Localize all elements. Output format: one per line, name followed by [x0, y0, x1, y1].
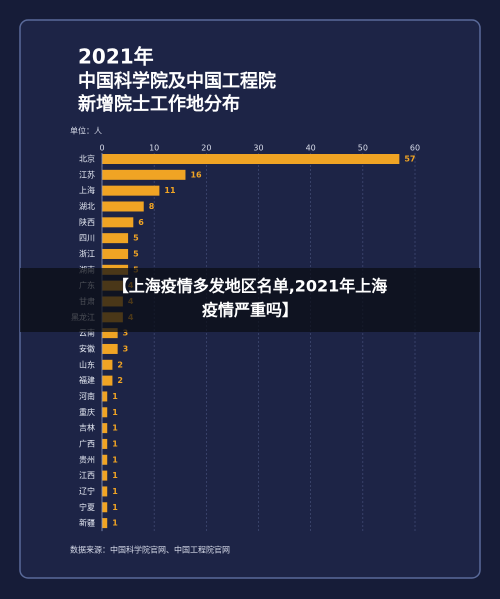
value-label: 3 — [123, 344, 129, 353]
source: 数据来源：中国科学院官网、中国工程院官网 — [70, 545, 230, 555]
x-tick-label: 30 — [253, 144, 263, 153]
value-label: 2 — [117, 360, 123, 369]
value-label: 1 — [112, 424, 118, 433]
value-label: 57 — [404, 155, 415, 164]
y-tick-label: 新疆 — [79, 518, 95, 528]
bar — [102, 343, 118, 354]
y-tick-label: 辽宁 — [79, 486, 95, 496]
y-tick-label: 云南 — [79, 328, 95, 338]
y-tick-label: 安徽 — [79, 343, 95, 353]
overlay-banner — [20, 268, 480, 332]
bar — [102, 375, 113, 386]
value-label: 3 — [123, 329, 129, 338]
value-label: 2 — [117, 376, 123, 385]
value-label: 1 — [112, 487, 118, 496]
y-tick-label: 上海 — [79, 185, 95, 195]
title-line: 中国科学院及中国工程院 — [78, 70, 276, 92]
value-label: 5 — [133, 249, 139, 258]
x-tick-label: 0 — [99, 144, 104, 153]
y-tick-label: 江苏 — [79, 169, 95, 179]
bar — [102, 502, 108, 513]
value-label: 5 — [133, 234, 139, 243]
bar — [102, 233, 129, 244]
bar — [102, 169, 186, 180]
overlay-text: 【上海疫情多发地区名单,2021年上海 — [113, 277, 388, 296]
y-tick-label: 广西 — [79, 438, 95, 448]
bar — [102, 454, 108, 465]
value-label: 1 — [112, 471, 118, 480]
bar — [102, 518, 108, 529]
y-tick-label: 山东 — [79, 359, 95, 369]
bar — [102, 217, 134, 228]
x-tick-label: 20 — [201, 144, 211, 153]
value-label: 1 — [112, 503, 118, 512]
y-tick-label: 湖北 — [79, 202, 95, 211]
x-tick-label: 10 — [149, 144, 159, 153]
value-label: 11 — [164, 186, 176, 195]
value-label: 1 — [112, 439, 118, 448]
value-label: 8 — [149, 202, 155, 211]
y-tick-label: 陕西 — [79, 217, 95, 227]
y-tick-label: 江西 — [79, 471, 95, 480]
y-tick-label: 重庆 — [79, 407, 95, 417]
bar — [102, 185, 160, 196]
x-tick-label: 60 — [410, 144, 420, 153]
bar — [102, 470, 108, 481]
y-tick-label: 北京 — [79, 154, 95, 164]
y-tick-label: 河南 — [79, 391, 95, 401]
x-tick-label: 50 — [358, 144, 368, 153]
bar — [102, 438, 108, 449]
bar — [102, 407, 108, 418]
bar — [102, 248, 129, 259]
y-tick-label: 福建 — [79, 375, 95, 385]
overlay-text: 疫情严重吗】 — [202, 301, 298, 320]
bar — [102, 154, 400, 164]
bar — [102, 423, 108, 434]
bar — [102, 486, 108, 497]
value-label: 1 — [112, 392, 118, 401]
value-label: 1 — [112, 408, 118, 417]
y-tick-label: 浙江 — [79, 248, 95, 258]
value-label: 1 — [112, 519, 118, 528]
title-line: 2021年 — [78, 45, 154, 69]
y-tick-label: 四川 — [79, 234, 95, 243]
y-tick-label: 宁夏 — [79, 502, 95, 512]
bar — [102, 359, 113, 370]
unit-label: 单位：人 — [70, 126, 102, 136]
title-line: 新增院士工作地分布 — [78, 93, 240, 115]
value-label: 6 — [138, 218, 144, 227]
x-tick-label: 40 — [306, 144, 316, 153]
value-label: 1 — [112, 455, 118, 464]
value-label: 16 — [190, 170, 202, 179]
y-tick-label: 吉林 — [79, 423, 95, 433]
bar — [102, 391, 108, 402]
bar — [102, 201, 144, 212]
y-tick-label: 贵州 — [79, 454, 95, 464]
bar — [102, 328, 118, 339]
